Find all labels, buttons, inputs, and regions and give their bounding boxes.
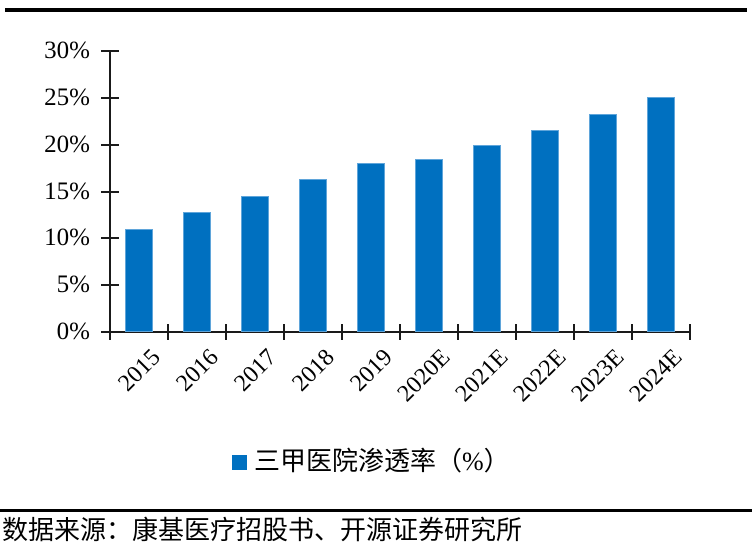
bar-2017 [241, 196, 269, 332]
y-axis-tick [101, 284, 119, 287]
y-axis-tick-label: 5% [56, 271, 90, 299]
x-axis-label-2022E: 2022E [508, 344, 572, 407]
x-axis-label-2020E: 2020E [392, 344, 456, 407]
x-axis-label-2016: 2016 [171, 344, 224, 397]
y-axis-tick-label: 10% [44, 224, 90, 252]
x-axis-tick [457, 324, 459, 340]
bar-2020E [415, 158, 443, 332]
x-axis-label-2023E: 2023E [566, 344, 630, 407]
bar-2023E [589, 113, 617, 332]
y-axis-tick [101, 237, 119, 240]
chart-legend: 三甲医院渗透率（%） [232, 447, 510, 477]
x-axis-tick [109, 324, 111, 340]
footer-rule [0, 509, 752, 512]
legend-swatch [232, 454, 247, 470]
bar-2024E [647, 96, 675, 332]
top-rule [5, 8, 747, 12]
x-axis-tick [225, 324, 227, 340]
x-axis-tick [399, 324, 401, 340]
y-axis-tick-label: 30% [44, 37, 90, 64]
x-axis-label-2017: 2017 [229, 344, 282, 397]
x-axis-label-2021E: 2021E [450, 344, 514, 407]
y-axis-tick [101, 190, 119, 193]
legend-label: 三甲医院渗透率（%） [254, 447, 510, 476]
bar-2016 [183, 212, 211, 332]
x-axis-label-2015: 2015 [113, 344, 166, 397]
x-axis-tick [689, 324, 691, 340]
x-axis-tick [283, 324, 285, 340]
x-axis-tick [167, 324, 169, 340]
y-axis-tick [101, 50, 119, 52]
y-axis-tick-label: 0% [56, 318, 90, 345]
x-axis-tick [341, 324, 343, 340]
bar-2021E [473, 144, 501, 332]
x-axis-tick [573, 324, 575, 340]
y-axis-tick-label: 20% [44, 130, 90, 158]
x-axis-tick [631, 324, 633, 340]
bar-2019 [357, 163, 385, 332]
data-source-note: 数据来源：康基医疗招股书、开源证券研究所 [2, 516, 523, 545]
y-axis-tick-label: 15% [44, 177, 90, 205]
bar-2015 [125, 228, 153, 332]
y-axis-tick [101, 96, 119, 99]
x-axis-label-2019: 2019 [345, 344, 398, 397]
bar-2022E [531, 129, 559, 332]
y-axis-tick [101, 143, 119, 146]
x-axis-label-2024E: 2024E [624, 344, 688, 407]
x-axis-tick [515, 324, 517, 340]
bar-2018 [299, 179, 327, 332]
x-axis-label-2018: 2018 [287, 344, 340, 397]
y-axis-tick-label: 25% [44, 83, 90, 111]
